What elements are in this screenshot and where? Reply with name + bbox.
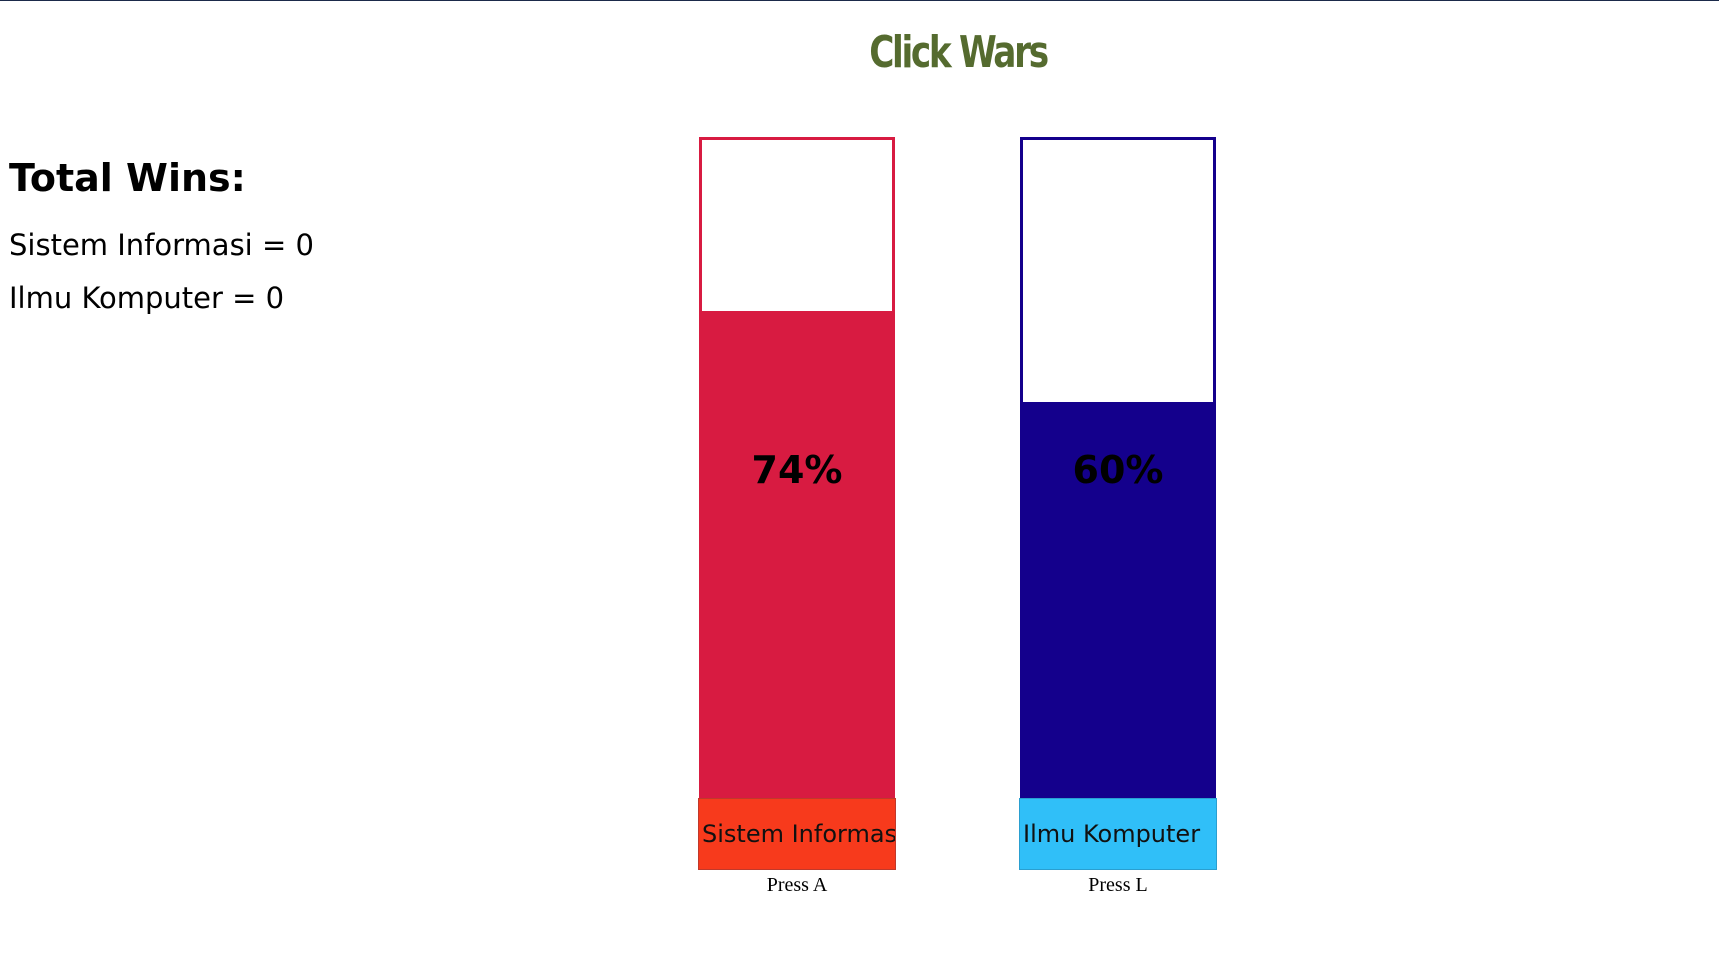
total-wins-panel: Total Wins: Sistem Informasi = 0 Ilmu Ko… xyxy=(9,149,314,325)
game-title: Click Wars xyxy=(869,27,1049,78)
press-hint-ilmu-komputer: Press L xyxy=(1088,874,1148,896)
percent-label-ilmu-komputer: 60% xyxy=(1072,448,1164,492)
sistem-informasi-button[interactable]: Sistem Informasi xyxy=(698,798,896,870)
press-hint-sistem-informasi: Press A xyxy=(766,874,828,896)
meter-sistem-informasi: 74% xyxy=(699,137,895,799)
title-container: Click Wars xyxy=(748,27,1168,87)
ilmu-komputer-button[interactable]: Ilmu Komputer xyxy=(1019,798,1217,870)
wins-entry-ilmu-komputer: Ilmu Komputer = 0 xyxy=(9,281,285,315)
wins-entry-sistem-informasi: Sistem Informasi = 0 xyxy=(9,228,314,262)
meter-ilmu-komputer: 60% xyxy=(1020,137,1216,799)
meter-fill-ilmu-komputer xyxy=(1023,402,1213,796)
total-wins-heading: Total Wins: xyxy=(9,156,246,200)
percent-label-sistem-informasi: 74% xyxy=(751,448,843,492)
meter-fill-sistem-informasi xyxy=(702,310,892,796)
